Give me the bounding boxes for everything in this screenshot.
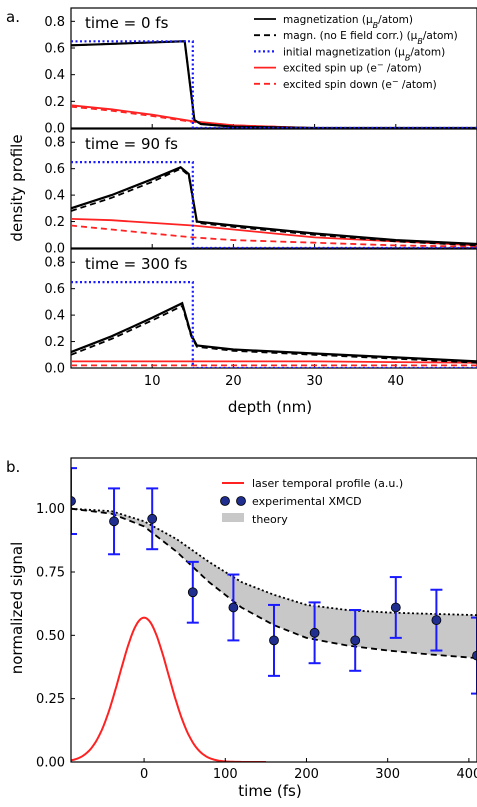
panel-b-plot: 0.00 0.25 0.50 0.75 1.00 0 100 200 300 400 laser t… xyxy=(36,457,477,782)
series-group xyxy=(71,40,477,130)
xmcd-point xyxy=(472,650,477,661)
legend-b-label: theory xyxy=(252,513,288,526)
panel-b-data xyxy=(71,467,477,762)
panel-b-label: b. xyxy=(6,458,20,476)
xmcd-point xyxy=(269,635,279,646)
legend-a-label: excited spin down (e− /atom) xyxy=(283,76,437,91)
ytick-label: 0.2 xyxy=(44,335,65,350)
xtick-label: 20 xyxy=(225,374,242,389)
ytick-label: 0.4 xyxy=(44,309,65,324)
legend-a-label: initial magnetization (μB/atom) xyxy=(283,46,445,62)
xtick-label: 10 xyxy=(144,374,161,389)
panel-a-ylabel: density profile xyxy=(8,134,26,241)
xtick-label: 0 xyxy=(140,767,148,782)
ytick-label: 0.8 xyxy=(44,256,65,271)
ytick-label: 0.0 xyxy=(44,122,65,137)
ytick-label: 0.0 xyxy=(44,242,65,257)
series-spin-down xyxy=(71,105,477,129)
ytick-label: 0.75 xyxy=(36,566,65,581)
xtick-label: 400 xyxy=(456,767,477,782)
xmcd-point xyxy=(228,602,239,613)
ytick-label: 0.6 xyxy=(44,162,65,177)
series-initial xyxy=(71,281,477,368)
ytick-label: 0.4 xyxy=(44,189,65,204)
ytick-label: 1.00 xyxy=(36,502,65,517)
ytick-label: 0.00 xyxy=(36,756,65,771)
panel-b-xlabel: time (fs) xyxy=(238,782,301,800)
xmcd-point xyxy=(309,627,320,638)
legend-b-label: laser temporal profile (a.u.) xyxy=(252,477,403,490)
ytick-label: 0.8 xyxy=(44,136,65,151)
theory-upper-line xyxy=(71,507,477,616)
xtick-label: 30 xyxy=(306,374,323,389)
xmcd-point xyxy=(109,516,119,527)
ytick-label: 0.6 xyxy=(44,282,65,297)
ytick-label: 0.8 xyxy=(44,15,65,30)
ytick-label: 0.2 xyxy=(44,95,65,110)
xtick-label: 40 xyxy=(388,374,405,389)
xmcd-point xyxy=(187,587,198,598)
legend-a-label: magn. (no E field corr.) (μB/atom) xyxy=(283,30,458,46)
series-spin-up xyxy=(71,104,477,129)
legend-b-swatch xyxy=(222,513,244,522)
xmcd-point xyxy=(147,513,158,524)
series-group xyxy=(71,281,477,368)
series-initial xyxy=(71,161,477,250)
series-spin-up xyxy=(71,360,477,364)
ytick-label: 0.2 xyxy=(44,215,65,230)
legend-b-label: experimental XMCD xyxy=(252,495,362,508)
ytick-label: 0.50 xyxy=(36,629,65,644)
subplot-time-label: time = 90 fs xyxy=(85,135,178,153)
theory-lower-line xyxy=(71,507,477,659)
subplot-1: 0.0 0.2 0.4 0.6 0.8 time = 90 fs xyxy=(44,128,477,257)
subplot-time-label: time = 300 fs xyxy=(85,255,188,273)
subplot-0: 0.0 0.2 0.4 0.6 0.8 time = 0 fs xyxy=(44,7,477,137)
xtick-label: 300 xyxy=(375,767,400,782)
xtick-label: 200 xyxy=(294,767,319,782)
ytick-label: 0.4 xyxy=(44,68,65,83)
legend-a-label: magnetization (μB/atom) xyxy=(283,14,413,30)
ytick-label: 0.0 xyxy=(44,362,65,377)
series-spin-up xyxy=(71,218,477,247)
panel-b-frame xyxy=(70,457,477,763)
series-spin-down xyxy=(71,224,477,248)
legend-b-swatch xyxy=(220,496,230,506)
series-group xyxy=(71,161,477,250)
legend-a-label: excited spin up (e− /atom) xyxy=(283,60,422,75)
legend-a: magnetization (μB/atom)magn. (no E field… xyxy=(254,14,458,91)
laser-profile-line xyxy=(71,616,266,762)
series-magnetization xyxy=(71,166,477,246)
panel-a-xlabel: depth (nm) xyxy=(228,398,312,416)
series-magnetization xyxy=(71,301,477,363)
xtick-label: 100 xyxy=(213,767,238,782)
theory-band xyxy=(71,508,477,659)
xmcd-point xyxy=(71,496,76,506)
subplot-time-label: time = 0 fs xyxy=(85,14,169,32)
legend-b-swatch xyxy=(236,496,246,506)
subplot-2: 0.0 0.2 0.4 0.6 0.8 time = 300 fs xyxy=(44,248,477,377)
xmcd-point xyxy=(390,602,401,613)
ytick-label: 0.25 xyxy=(36,692,65,707)
xmcd-point xyxy=(350,635,361,646)
panel-b-ylabel: normalized signal xyxy=(8,542,26,675)
series-magn-no-E xyxy=(71,304,477,364)
legend-b: laser temporal profile (a.u.) experimenta… xyxy=(220,477,403,526)
panel-a-plots: 0.00.20.40.60.8 time = 0 fs0.00.20.40.60.… xyxy=(44,7,477,389)
xmcd-point xyxy=(431,615,442,626)
panel-a-label: a. xyxy=(6,8,20,26)
ytick-label: 0.6 xyxy=(44,42,65,57)
